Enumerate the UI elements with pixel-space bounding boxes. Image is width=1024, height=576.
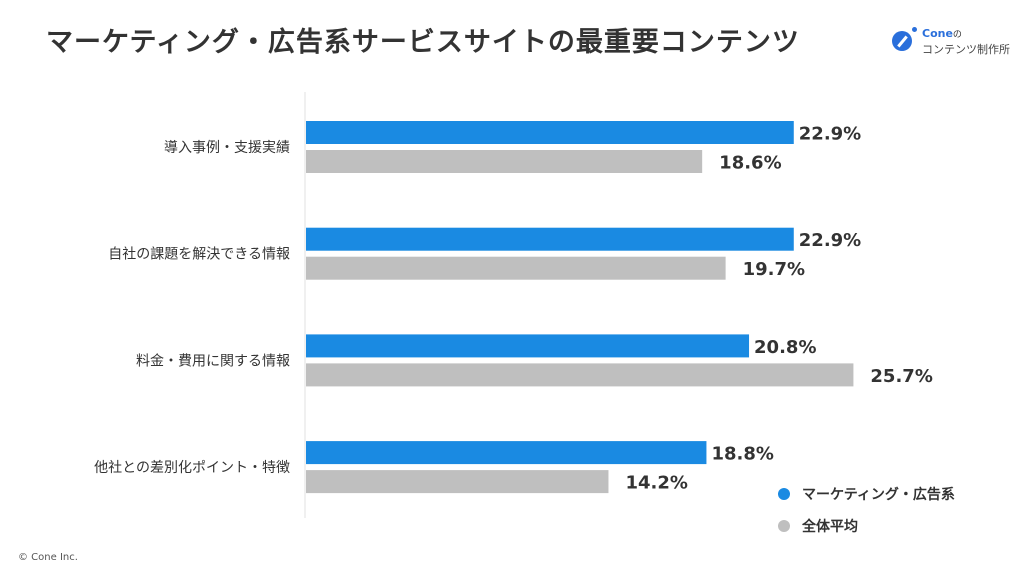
data-label: 22.9% xyxy=(799,230,861,251)
legend-dot-icon xyxy=(778,520,790,532)
data-label: 18.6% xyxy=(719,153,781,174)
copyright: © Cone Inc. xyxy=(18,552,78,563)
bar-average xyxy=(306,256,726,280)
bar-average xyxy=(306,470,609,494)
bar-marketing xyxy=(306,227,794,251)
data-label: 25.7% xyxy=(870,366,932,387)
legend-label: マーケティング・広告系 xyxy=(802,487,955,503)
logo-dot-icon xyxy=(912,27,917,32)
category-label: 他社との差別化ポイント・特徴 xyxy=(94,460,290,476)
logo-text-top: Coneの xyxy=(922,27,962,40)
bar-marketing xyxy=(306,441,707,465)
category-label: 自社の課題を解決できる情報 xyxy=(108,247,290,263)
legend: マーケティング・広告系 全体平均 xyxy=(778,478,955,542)
cone-logo: Coneの コンテンツ制作所 xyxy=(892,27,1012,57)
category-label: 料金・費用に関する情報 xyxy=(136,353,290,369)
logo-text-bottom: コンテンツ制作所 xyxy=(922,43,1010,56)
bar-average xyxy=(306,150,703,173)
bar-marketing xyxy=(306,334,750,358)
data-label: 19.7% xyxy=(743,259,805,280)
category-label: 導入事例・支援実績 xyxy=(164,140,290,156)
logo-mark-icon xyxy=(892,31,912,51)
data-label: 18.8% xyxy=(711,444,773,465)
bar-marketing xyxy=(306,121,794,144)
logo-brand: Cone xyxy=(922,27,953,40)
data-label: 22.9% xyxy=(799,124,861,145)
data-label: 20.8% xyxy=(754,337,816,358)
legend-dot-icon xyxy=(778,488,790,500)
bar-average xyxy=(306,363,854,387)
chart-title: マーケティング・広告系サービスサイトの最重要コンテンツ xyxy=(46,27,800,58)
legend-item-average: 全体平均 xyxy=(778,510,955,542)
legend-label: 全体平均 xyxy=(802,519,858,535)
logo-suffix: の xyxy=(952,30,962,40)
legend-item-marketing: マーケティング・広告系 xyxy=(778,478,955,510)
data-label: 14.2% xyxy=(625,473,687,494)
